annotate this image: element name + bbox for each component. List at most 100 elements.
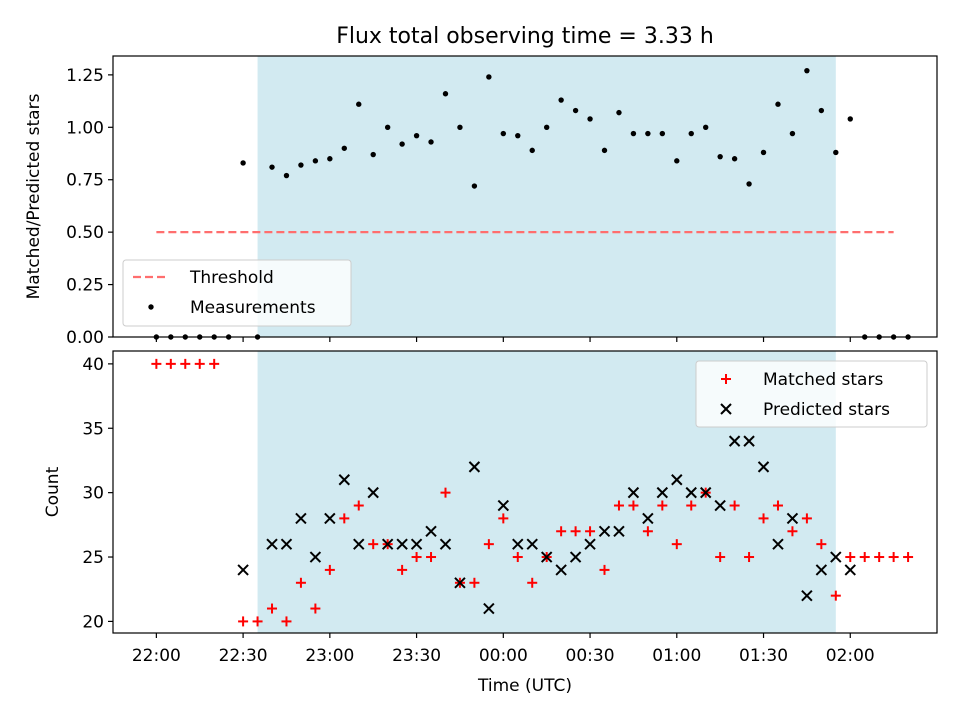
marker-stroke (714, 499, 726, 512)
marker-stroke (671, 474, 683, 486)
y-tick-label: 30 (82, 484, 104, 504)
predicted-star-marker (815, 564, 828, 576)
marker-stroke (743, 435, 755, 447)
axes-frame (112, 55, 938, 338)
predicted-star-marker (699, 486, 712, 499)
x-tick-label: 22:30 (219, 646, 268, 666)
marker-stroke (569, 551, 582, 563)
matched-star-marker (715, 552, 726, 563)
marker-stroke (555, 564, 567, 576)
marker-stroke (526, 538, 538, 550)
measurement-point (457, 124, 463, 130)
x-tick-label: 01:00 (652, 646, 701, 666)
matched-star-marker (570, 526, 581, 537)
legend-measurement-swatch (148, 304, 154, 310)
matched-star-marker (209, 358, 220, 369)
measurement-point (341, 145, 347, 151)
matched-star-marker (267, 603, 278, 614)
marker-stroke (280, 538, 293, 550)
measurement-point (760, 149, 767, 156)
measurement-point (240, 160, 246, 166)
predicted-star-marker (757, 461, 770, 473)
measurement-point (572, 107, 579, 114)
marker-stroke (396, 538, 408, 550)
measurement-point (515, 132, 521, 139)
predicted-star-marker (497, 499, 510, 512)
measurement-point (818, 107, 825, 114)
measurement-point (746, 181, 752, 187)
measurement-point (298, 162, 304, 168)
marker-stroke (540, 551, 553, 563)
marker-stroke (410, 538, 423, 550)
predicted-star-marker (324, 512, 336, 525)
matched-star-marker (830, 590, 841, 601)
predicted-star-marker (396, 538, 408, 550)
predicted-star-marker (772, 538, 784, 550)
predicted-star-marker (526, 538, 538, 550)
marker-stroke (757, 461, 770, 473)
marker-stroke (367, 486, 379, 499)
measurement-point (789, 130, 796, 137)
matched-star-marker (787, 526, 798, 537)
measurement-point (442, 91, 449, 97)
predicted-star-marker (280, 538, 293, 550)
measurement-point (847, 116, 853, 122)
predicted-star-marker (410, 538, 423, 550)
predicted-star-marker (425, 525, 437, 537)
matched-star-marker (556, 526, 567, 537)
legend-predicted-swatch (720, 403, 732, 415)
predicted-star-marker (483, 602, 495, 615)
matched-star-marker (440, 487, 451, 498)
measurement-point (659, 130, 666, 137)
figure-title: Flux total observing time = 3.33 h (336, 24, 714, 49)
predicted-star-marker (642, 512, 654, 525)
predicted-star-marker (512, 538, 524, 550)
predicted-star-marker (627, 486, 640, 499)
matched-star-marker (281, 616, 292, 627)
matched-star-marker (888, 552, 899, 563)
matched-star-marker (527, 577, 538, 588)
y-axis-label: Matched/Predicted stars (24, 93, 44, 299)
matched-star-marker (151, 358, 162, 369)
predicted-star-marker (555, 564, 567, 576)
measurement-point (283, 172, 290, 179)
measurement-point (601, 147, 608, 154)
measurement-point (645, 130, 651, 137)
measurement-point (731, 156, 738, 162)
predicted-star-marker (540, 551, 553, 563)
matched-star-marker (353, 500, 364, 511)
matched-star-marker (310, 603, 321, 614)
predicted-star-marker (584, 538, 596, 550)
matched-star-marker (397, 564, 408, 575)
marker-stroke (627, 486, 640, 499)
predicted-star-marker (295, 512, 307, 525)
matched-star-marker (671, 539, 682, 550)
predicted-star-marker (830, 551, 842, 563)
measurement-point (833, 149, 839, 156)
matched-star-marker (816, 539, 827, 550)
matched-star-marker (729, 500, 740, 511)
measurement-point (370, 151, 376, 158)
marker-stroke (613, 525, 625, 537)
marker-stroke (598, 525, 611, 537)
predicted-star-marker (309, 551, 322, 563)
y-tick-label: 35 (82, 419, 104, 439)
predicted-star-marker (728, 435, 741, 447)
x-tick-label: 23:00 (305, 646, 354, 666)
matched-star-marker (368, 539, 379, 550)
matched-star-marker (758, 513, 769, 524)
matched-star-marker (295, 577, 306, 588)
matched-star-marker (411, 552, 422, 563)
predicted-star-marker (237, 564, 249, 576)
predicted-star-marker (454, 577, 466, 589)
marker-stroke (512, 538, 524, 550)
measurement-point (500, 130, 507, 137)
predicted-star-marker (786, 512, 799, 525)
y-tick-label: 0.50 (66, 223, 104, 243)
matched-star-marker (772, 500, 783, 511)
marker-stroke (786, 512, 799, 525)
matched-star-marker (642, 526, 653, 537)
observing-span (257, 56, 836, 337)
predicted-star-marker (439, 538, 452, 550)
measurement-point (558, 97, 564, 103)
